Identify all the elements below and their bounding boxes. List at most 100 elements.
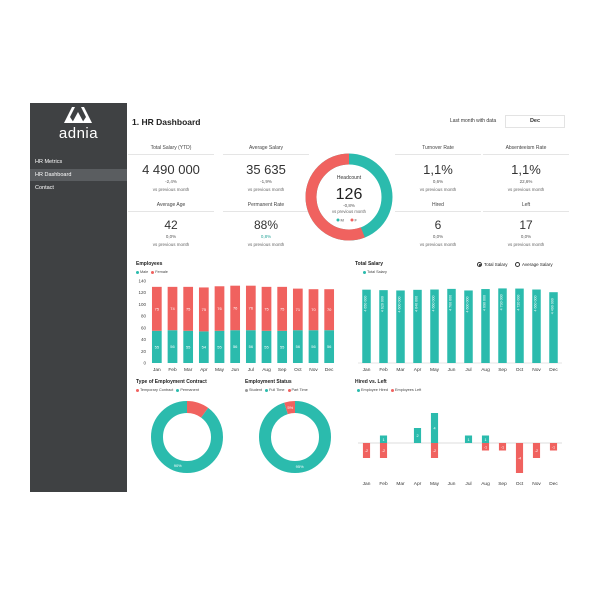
salary-data-label: 4 490 000	[551, 298, 555, 314]
headcount-label: Headcount	[337, 175, 362, 181]
kpi-label: Total Salary (YTD)	[128, 145, 214, 155]
legend-temporary-label: Temporary Contract	[140, 388, 174, 392]
headcount-delta: -0,8%	[343, 203, 355, 208]
salary-data-label: 4 690 000	[483, 295, 487, 311]
employees-data-label-male: 55	[186, 344, 191, 349]
kpi-note: vs previous month	[507, 242, 545, 247]
status-slice	[259, 401, 331, 473]
contract-slice	[151, 401, 223, 473]
employees-bar-male	[292, 330, 303, 363]
employees-xtick-label: Jul	[248, 367, 254, 373]
employees-chart: 0 20 40 60 80 100 120 140 55 75 Jan 56 74 Feb 55 75 Mar 5…	[138, 279, 334, 374]
kpi-label: Hired	[395, 202, 481, 212]
hired-left-xtick-label: Feb	[379, 481, 388, 487]
salary-bar	[413, 289, 422, 363]
radio-off-icon	[515, 262, 520, 267]
hired-bar	[379, 435, 388, 443]
employees-data-label-male: 56	[233, 344, 238, 349]
kpi-delta: 0,8%	[260, 234, 272, 239]
headcount-ring-female	[305, 153, 393, 241]
legend-temporary: Temporary Contract	[136, 388, 173, 392]
employees-xtick-label: Jan	[153, 367, 161, 373]
employees-xtick-label: Nov	[309, 367, 318, 373]
hired-data-label: 1	[467, 438, 469, 442]
headcount-donut: Headcount 126 -0,8% vs previous month M …	[305, 153, 393, 241]
salary-xtick-label: Mar	[396, 367, 405, 373]
kpi-average-age: Average Age 42 0,0% vs previous month	[128, 202, 214, 247]
employees-data-label-male: 55	[155, 344, 160, 349]
brand-name: adnia	[58, 125, 99, 142]
employees-data-label-male: 55	[280, 344, 285, 349]
kpi-note: vs previous month	[419, 242, 457, 247]
total-salary-chart: 4 650 000 Jan 4 620 000 Feb 4 600 000 Mar 4 64…	[358, 288, 562, 373]
left-data-label: -2	[365, 449, 368, 453]
employees-data-label-female: 75	[155, 306, 160, 311]
nav-contact[interactable]: Contact	[35, 185, 54, 191]
hired-data-label: 1	[382, 438, 384, 442]
employees-xtick-label: Apr	[200, 367, 208, 373]
legend-hired: Employee Hired	[357, 388, 388, 392]
legend-full-time-label: Full Time	[269, 388, 285, 392]
nav-hr-metrics[interactable]: HR Metrics	[35, 159, 63, 165]
toggle-total-salary[interactable]: Total Salary	[477, 262, 508, 267]
kpi-value: 4 490 000	[142, 162, 200, 177]
kpi-value: 42	[164, 218, 178, 232]
headcount-legend-f: F	[355, 218, 358, 223]
salary-bar	[515, 288, 524, 363]
left-data-label: -1	[552, 445, 555, 449]
headcount-value: 126	[336, 186, 363, 203]
employees-xtick-label: Oct	[294, 367, 302, 373]
employees-data-label-female: 76	[217, 306, 222, 311]
employees-bar-male	[198, 331, 209, 363]
contract-title: Type of Employment Contract	[136, 379, 207, 385]
page-title: 1. HR Dashboard	[132, 117, 201, 127]
legend-male-label: Male	[140, 270, 149, 274]
employees-bar-female	[292, 288, 303, 331]
employees-bar-female	[277, 286, 288, 331]
hired-data-label: 2	[416, 434, 418, 438]
employees-data-label-male: 56	[249, 344, 254, 349]
legend-female-dot	[350, 218, 354, 222]
salary-xtick-label: Apr	[414, 367, 422, 373]
last-month-select[interactable]: Dec	[505, 115, 565, 128]
salary-xtick-label: Aug	[481, 367, 490, 373]
salary-bar	[464, 290, 473, 363]
kpi-delta: 0,6%	[432, 179, 444, 184]
toggle-average-salary-label: Average Salary	[522, 262, 553, 267]
kpi-value: 35 635	[246, 162, 286, 177]
legend-full-time: Full Time	[265, 388, 285, 392]
nav-hr-dashboard[interactable]: HR Dashboard	[30, 169, 127, 181]
employees-data-label-female: 76	[233, 305, 238, 310]
employees-xtick-label: Sep	[278, 367, 287, 373]
employees-ytick-label: 100	[138, 302, 146, 307]
left-data-label: -2	[382, 449, 385, 453]
kpi-value: 88%	[253, 218, 279, 232]
salary-bar	[379, 290, 388, 363]
hired-left-title: Hired vs. Left	[355, 379, 387, 385]
kpi-label: Average Age	[128, 202, 214, 212]
salary-data-label: 4 700 000	[449, 295, 453, 311]
legend-total-salary: Total Salary	[363, 270, 387, 274]
kpi-delta: -2,4%	[165, 179, 177, 184]
legend-part-time-label: Part Time	[291, 388, 308, 392]
status-legend: Student Full Time Part Time	[245, 388, 308, 392]
salary-bar	[498, 288, 507, 363]
toggle-average-salary[interactable]: Average Salary	[515, 262, 553, 267]
left-data-label: -4	[518, 457, 521, 461]
legend-male: Male	[136, 270, 148, 274]
kpi-value: 6	[434, 218, 442, 232]
headcount-legend-m: M	[341, 218, 344, 223]
salary-xtick-label: Feb	[379, 367, 388, 373]
employees-data-label-male: 56	[296, 344, 301, 349]
salary-bar	[430, 289, 439, 363]
legend-left: Employees Left	[391, 388, 421, 392]
employees-bar-female	[198, 287, 209, 332]
kpi-note: vs previous month	[152, 187, 190, 192]
legend-permanent-label: Permanent	[180, 388, 199, 392]
salary-xtick-label: Jan	[363, 367, 371, 373]
salary-bar	[481, 289, 490, 363]
employees-bar-male	[151, 330, 162, 363]
kpi-absenteeism-rate: Absenteeism Rate 1,1% 22,6% vs previous …	[483, 145, 569, 192]
salary-bar	[447, 288, 456, 363]
employees-ytick-label: 0	[143, 361, 146, 366]
